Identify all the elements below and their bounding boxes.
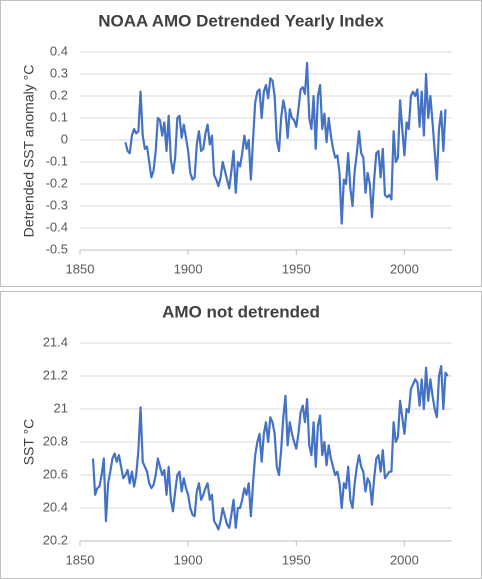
panel xyxy=(0,0,482,287)
x-tick-label: 1850 xyxy=(66,552,95,567)
y-tick-label: 20.2 xyxy=(43,532,68,547)
x-tick-label: 1950 xyxy=(282,261,311,276)
x-tick-label: 2000 xyxy=(390,552,419,567)
y-tick-label: 20.4 xyxy=(43,499,68,514)
chart-title: NOAA AMO Detrended Yearly Index xyxy=(98,11,384,30)
x-tick-label: 1950 xyxy=(282,552,311,567)
y-tick-label: 21.4 xyxy=(43,334,68,349)
y-tick-label: 20.8 xyxy=(43,433,68,448)
y-tick-label: -0.5 xyxy=(46,241,68,256)
y-axis-label: SST °C xyxy=(21,419,37,466)
y-tick-label: -0.2 xyxy=(46,175,68,190)
x-tick-label: 1900 xyxy=(174,261,203,276)
y-tick-label: 0.4 xyxy=(50,43,68,58)
y-tick-label: 0.2 xyxy=(50,87,68,102)
x-tick-label: 1850 xyxy=(66,261,95,276)
y-tick-label: 21.2 xyxy=(43,367,68,382)
y-tick-label: 20.6 xyxy=(43,466,68,481)
panel xyxy=(0,291,482,579)
x-tick-label: 1900 xyxy=(174,552,203,567)
chart-title: AMO not detrended xyxy=(162,302,320,321)
y-tick-label: -0.3 xyxy=(46,197,68,212)
y-tick-label: 0 xyxy=(61,131,68,146)
y-tick-label: 21 xyxy=(54,400,68,415)
y-axis-label: Detrended SST anomaly °C xyxy=(21,65,37,238)
y-tick-label: 0.1 xyxy=(50,109,68,124)
x-tick-label: 2000 xyxy=(390,261,419,276)
y-tick-label: -0.4 xyxy=(46,219,68,234)
data-line xyxy=(124,61,447,225)
data-line xyxy=(91,365,449,531)
y-tick-label: -0.1 xyxy=(46,153,68,168)
y-tick-label: 0.3 xyxy=(50,65,68,80)
